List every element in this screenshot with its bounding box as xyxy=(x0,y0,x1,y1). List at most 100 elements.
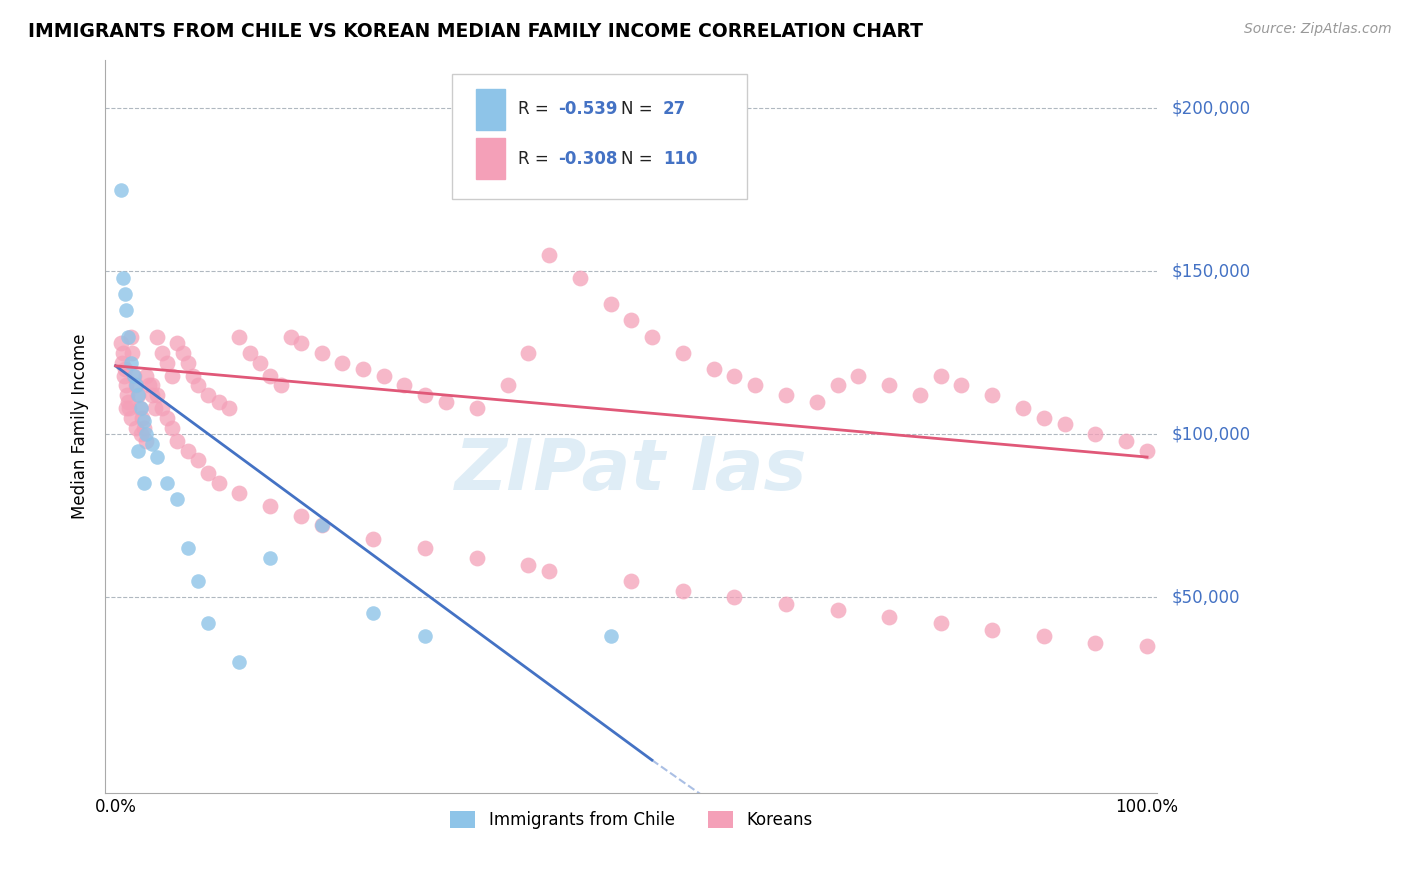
Point xyxy=(115,401,138,416)
Point xyxy=(146,450,169,464)
Point xyxy=(1136,639,1159,653)
Point xyxy=(122,368,145,383)
Point xyxy=(150,401,173,416)
Point xyxy=(208,476,231,491)
Point xyxy=(177,541,200,556)
Point xyxy=(181,368,204,383)
Point xyxy=(1012,401,1035,416)
Point xyxy=(775,597,797,611)
Text: Source: ZipAtlas.com: Source: ZipAtlas.com xyxy=(1244,22,1392,37)
Point xyxy=(120,411,142,425)
Point xyxy=(135,427,157,442)
Point xyxy=(117,329,139,343)
Point xyxy=(166,492,188,507)
Point xyxy=(641,329,664,343)
Point xyxy=(156,476,179,491)
Point xyxy=(373,368,395,383)
Point xyxy=(434,394,457,409)
Point xyxy=(166,336,188,351)
Point xyxy=(394,378,416,392)
Point xyxy=(259,499,281,513)
Text: 110: 110 xyxy=(662,150,697,168)
Point xyxy=(496,378,519,392)
Point xyxy=(208,394,231,409)
Point xyxy=(981,388,1004,402)
Point xyxy=(187,574,209,588)
Point xyxy=(280,329,302,343)
Point xyxy=(131,411,153,425)
Point xyxy=(363,532,385,546)
Point xyxy=(517,558,540,572)
Point xyxy=(877,378,900,392)
Point xyxy=(744,378,766,392)
Point xyxy=(187,378,209,392)
Point xyxy=(311,346,333,360)
Point xyxy=(723,590,745,604)
Point xyxy=(908,388,931,402)
Point xyxy=(177,355,200,369)
Point xyxy=(111,346,134,360)
Text: -0.539: -0.539 xyxy=(558,101,617,119)
Point xyxy=(1136,443,1159,458)
Point xyxy=(1032,411,1054,425)
Text: $100,000: $100,000 xyxy=(1171,425,1250,443)
Point xyxy=(115,378,138,392)
Point xyxy=(827,378,849,392)
Bar xyxy=(475,138,505,178)
Point xyxy=(352,362,374,376)
Point xyxy=(141,437,163,451)
Point xyxy=(112,368,135,383)
Point xyxy=(138,378,160,392)
Point xyxy=(239,346,262,360)
Point xyxy=(1084,636,1107,650)
Point xyxy=(1115,434,1137,448)
Point xyxy=(156,411,179,425)
Text: R =: R = xyxy=(517,101,554,119)
Point xyxy=(127,443,149,458)
Point xyxy=(703,362,725,376)
Point xyxy=(228,486,250,500)
Point xyxy=(197,467,219,481)
Point xyxy=(162,421,184,435)
Point xyxy=(134,476,156,491)
Point xyxy=(1084,427,1107,442)
Point xyxy=(259,551,281,566)
Text: IMMIGRANTS FROM CHILE VS KOREAN MEDIAN FAMILY INCOME CORRELATION CHART: IMMIGRANTS FROM CHILE VS KOREAN MEDIAN F… xyxy=(28,22,924,41)
Text: -0.308: -0.308 xyxy=(558,150,617,168)
Point xyxy=(806,394,828,409)
Point xyxy=(599,629,621,643)
Point xyxy=(270,378,292,392)
Point xyxy=(110,183,132,197)
Y-axis label: Median Family Income: Median Family Income xyxy=(72,334,89,519)
Point xyxy=(311,518,333,533)
FancyBboxPatch shape xyxy=(453,74,747,199)
Point xyxy=(131,427,153,442)
Point xyxy=(1053,417,1076,432)
Point xyxy=(846,368,869,383)
Text: $200,000: $200,000 xyxy=(1171,100,1250,118)
Point xyxy=(218,401,240,416)
Point xyxy=(465,551,488,566)
Point xyxy=(197,616,219,631)
Point xyxy=(187,453,209,467)
Point xyxy=(537,564,560,578)
Text: $50,000: $50,000 xyxy=(1171,588,1240,607)
Point xyxy=(290,336,312,351)
Point xyxy=(877,609,900,624)
Point xyxy=(150,346,173,360)
Legend: Immigrants from Chile, Koreans: Immigrants from Chile, Koreans xyxy=(443,804,820,836)
Point xyxy=(115,303,138,318)
Point xyxy=(620,574,643,588)
Text: R =: R = xyxy=(517,150,554,168)
Point xyxy=(228,329,250,343)
Text: N =: N = xyxy=(621,101,658,119)
Point xyxy=(141,378,163,392)
Text: 27: 27 xyxy=(662,101,686,119)
Point xyxy=(332,355,354,369)
Text: ZIPat las: ZIPat las xyxy=(456,435,807,505)
Point xyxy=(290,508,312,523)
Point xyxy=(129,401,152,416)
Point xyxy=(111,355,134,369)
Point xyxy=(413,388,436,402)
Point xyxy=(134,414,156,428)
